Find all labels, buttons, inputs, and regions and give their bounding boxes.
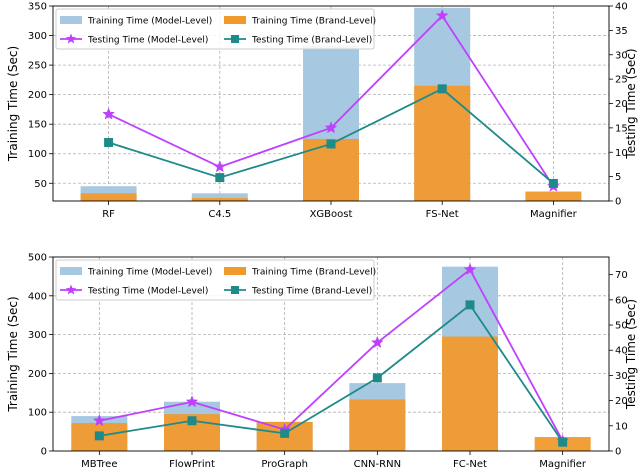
y2-tick-label: 0 [615,447,621,458]
legend-box [55,8,375,50]
legend-star-icon [65,284,77,295]
point-star [92,414,106,427]
point-star [435,9,449,22]
x-tick-label: FC-Net [453,459,487,470]
legend-swatch [224,267,246,275]
y-tick-label: 300 [28,31,47,42]
bar-c4-5 [191,193,248,201]
legend-box [55,259,375,301]
x-tick-label: FS-Net [426,209,459,220]
y2-tick-label: 10 [615,421,628,432]
point-star [185,395,199,408]
point-square [326,139,336,149]
y2-tick-label: 70 [615,270,628,281]
legend-star-icon [65,33,77,44]
y-tick-label: 50 [34,179,47,190]
point-square [548,178,558,188]
point-square [215,173,225,183]
legend-square-icon [231,35,239,43]
y-tick-label: 100 [28,408,47,419]
y2-tick-label: 5 [615,172,621,183]
legend-label: Testing Time (Brand-Level) [251,287,372,297]
y2-tick-label: 15 [615,123,628,134]
x-tick-label: Magnifier [530,209,578,220]
legend-label: Testing Time (Model-Level) [87,36,208,46]
y-tick-label: 500 [28,253,47,264]
y2-tick-label: 50 [615,321,628,332]
y-tick-label: 100 [28,149,47,160]
series-line [99,303,564,443]
y2-tick-label: 60 [615,295,628,306]
y-tick-label: 200 [28,369,47,380]
y2-tick-label: 40 [615,2,628,13]
y-axis-label: Training Time (Sec) [6,46,20,162]
x-tick-label: RF [102,209,115,220]
x-tick-label: FlowPrint [169,459,215,470]
chart-2: 0 100 200 300 400 500 0 10 20 30 40 50 60 70 MBTree Flo… [6,253,638,471]
y2-tick-label: 30 [615,50,628,61]
legend-label: Testing Time (Model-Level) [87,287,208,297]
point-square [104,138,114,147]
point-star [324,121,338,134]
point-star [370,335,384,349]
bar-magnifier [525,191,582,201]
point-star [102,107,115,120]
y2-tick-label: 40 [615,346,628,357]
legend-label: Testing Time (Brand-Level) [251,36,372,46]
point-star [213,160,227,173]
y-tick-label: 400 [28,291,47,302]
point-square [437,84,447,94]
y2-axis-label: Testing Time (Sec) [624,299,638,410]
legend-label: Training Time (Model-Level) [87,268,212,278]
y2-tick-label: 30 [615,371,628,382]
bar-c4-5 [191,198,248,201]
y2-tick-label: 20 [615,396,628,407]
legend-label: Training Time (Brand-Level) [251,268,376,278]
legend-square-icon [231,286,239,294]
point-square [280,428,290,438]
y-tick-label: 250 [28,61,47,72]
legend-swatch [60,16,82,24]
y-tick-label: 300 [28,330,47,341]
legend-swatch [224,16,246,24]
y2-tick-label: 20 [615,99,628,110]
bar-rf [80,193,137,201]
series-line [99,268,564,442]
point-square [372,373,382,383]
legend-label: Training Time (Model-Level) [87,17,212,27]
bar-fc-net [442,336,498,451]
point-square [558,437,568,447]
legend-swatch [60,267,82,275]
y2-tick-label: 35 [615,26,628,37]
y2-tick-label: 25 [615,75,628,86]
plot-frame [52,256,610,452]
bar-cnn-rnn [349,399,406,451]
x-tick-label: ProGraph [261,459,308,470]
point-star [463,262,477,276]
x-tick-label: C4.5 [208,209,231,220]
y2-tick-label: 10 [615,148,628,159]
x-tick-label: Magnifier [539,459,587,470]
y-tick-label: 200 [28,90,47,101]
x-tick-label: MBTree [81,459,117,470]
bar-fs-net [414,85,471,201]
x-tick-label: CNN-RNN [354,459,401,470]
y2-tick-label: 0 [615,197,621,208]
y-tick-label: 0 [41,447,47,458]
point-square [94,431,104,441]
point-square [465,300,475,310]
y-tick-label: 150 [28,120,47,131]
legend-label: Training Time (Brand-Level) [251,17,376,27]
x-tick-label: XGBoost [310,209,353,220]
chart-1: 50 100 150 200 250 300 350 0 5 10 15 20 25 30 35 40 RF C4… [6,2,638,221]
y-axis-label: Training Time (Sec) [6,296,20,412]
y2-axis-label: Testing Time (Sec) [624,48,638,159]
y-tick-label: 350 [28,2,47,13]
point-square [187,416,197,426]
